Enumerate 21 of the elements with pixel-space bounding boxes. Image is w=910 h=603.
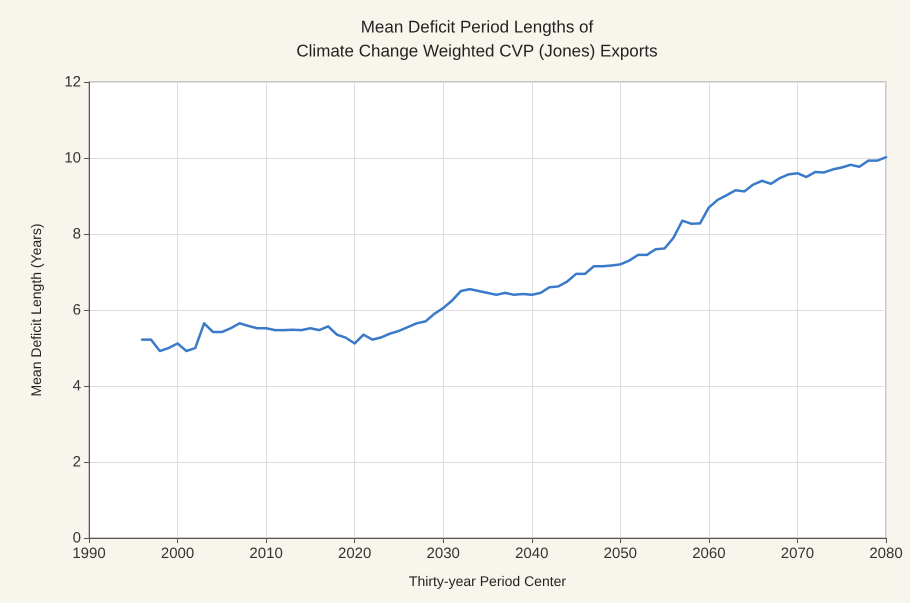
- x-tick-label: 2020: [338, 545, 372, 562]
- x-tick-label: 2050: [604, 545, 638, 562]
- y-tick-label: 6: [72, 302, 81, 318]
- line-series: [140, 156, 888, 352]
- y-tick-label: 8: [72, 226, 81, 242]
- y-axis-title: Mean Deficit Length (Years): [28, 223, 44, 397]
- x-tick-label: 2030: [426, 545, 460, 562]
- x-tick-label: 2080: [869, 545, 903, 562]
- y-tick-label: 4: [72, 378, 81, 394]
- chart-title: Mean Deficit Period Lengths of Climate Change Weighted CVP (Jones) Exports: [296, 18, 658, 60]
- x-tick-label: 2060: [692, 545, 726, 562]
- y-tick-label: 10: [64, 150, 81, 166]
- x-axis-title: Thirty-year Period Center: [408, 573, 566, 589]
- x-tick-label: 2000: [160, 545, 194, 562]
- y-tick-label: 0: [72, 530, 81, 546]
- y-tick-label: 2: [72, 454, 81, 470]
- x-tick-label: 1990: [72, 545, 106, 562]
- x-tick-label: 2040: [515, 545, 548, 562]
- y-tick-label: 12: [64, 74, 81, 90]
- x-tick-label: 2010: [249, 545, 283, 562]
- x-tick-label: 2070: [780, 545, 814, 562]
